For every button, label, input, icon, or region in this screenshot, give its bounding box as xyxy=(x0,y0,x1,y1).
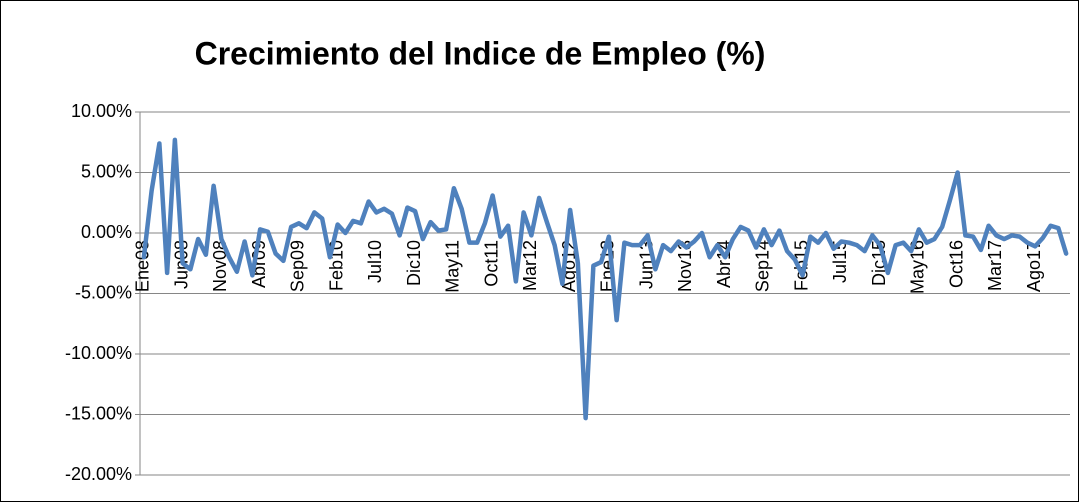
x-tick-label: Oct11 xyxy=(481,240,501,287)
y-tick-label: 5.00% xyxy=(81,161,132,181)
chart-title: Crecimiento del Indice de Empleo (%) xyxy=(195,35,766,71)
x-tick-label: Dic10 xyxy=(404,240,424,286)
x-tick-label: Sep14 xyxy=(753,240,773,292)
x-tick-label: Oct16 xyxy=(946,240,966,288)
x-tick-label: Sep09 xyxy=(288,240,308,292)
x-tick-label: Jul10 xyxy=(365,240,385,283)
y-tick-label: -20.00% xyxy=(65,464,132,484)
y-tick-label: -15.00% xyxy=(65,403,132,423)
x-tick-label: May16 xyxy=(908,240,928,294)
x-tick-label: Ago17 xyxy=(1024,240,1044,292)
data-line xyxy=(141,137,1069,421)
x-tick-label: May11 xyxy=(443,240,463,293)
y-tick-label: -5.00% xyxy=(75,282,132,302)
x-tick-label: Nov13 xyxy=(675,240,695,292)
y-tick-label: -10.00% xyxy=(65,343,132,363)
x-tick-label: Mar17 xyxy=(985,240,1005,291)
y-tick-label: 0.00% xyxy=(81,222,132,242)
x-tick-label: Mar12 xyxy=(520,240,540,291)
y-tick-label: 10.00% xyxy=(71,101,132,121)
x-tick-label: Jul15 xyxy=(830,240,850,283)
x-tick-label: Ene08 xyxy=(133,240,153,292)
